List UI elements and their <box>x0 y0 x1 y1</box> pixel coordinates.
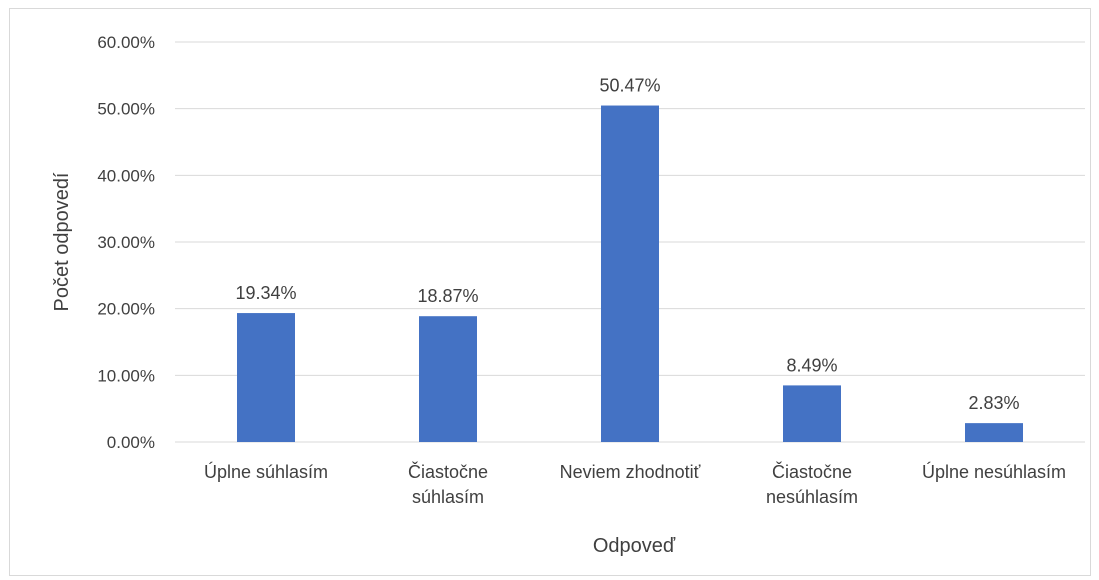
x-category-label: Čiastočne <box>408 461 488 482</box>
bar <box>965 423 1023 442</box>
bar <box>783 385 841 442</box>
data-labels: 19.34% 18.87% 50.47% 8.49% 2.83% <box>235 76 1019 414</box>
x-category-label: Neviem zhodnotiť <box>560 462 701 482</box>
y-tick-label: 40.00% <box>97 166 155 185</box>
bars <box>237 105 1023 443</box>
y-tick-label: 10.00% <box>97 366 155 385</box>
y-tick-label: 30.00% <box>97 233 155 252</box>
bar <box>419 316 477 442</box>
x-axis-categories: Úplne súhlasím Čiastočne súhlasím Neviem zh… <box>204 461 1066 507</box>
data-label: 19.34% <box>235 283 296 303</box>
chart-frame <box>9 8 1091 576</box>
y-tick-label: 20.00% <box>97 300 155 319</box>
bar <box>237 313 295 442</box>
x-category-label: súhlasím <box>412 487 484 507</box>
x-category-label: Čiastočne <box>772 461 852 482</box>
data-label: 8.49% <box>786 355 837 375</box>
y-axis-ticks: 0.00% 10.00% 20.00% 30.00% 40.00% 50.00% 60.00… <box>97 33 155 452</box>
y-tick-label: 0.00% <box>107 433 155 452</box>
x-category-label: Úplne súhlasím <box>204 461 328 482</box>
y-tick-label: 50.00% <box>97 100 155 119</box>
y-axis-title: Počet odpovedí <box>51 172 73 311</box>
x-category-label: nesúhlasím <box>766 487 858 507</box>
x-category-label: Úplne nesúhlasím <box>922 461 1066 482</box>
data-label: 18.87% <box>417 286 478 306</box>
x-axis-title: Odpoveď <box>593 535 676 557</box>
data-label: 50.47% <box>599 76 660 96</box>
bar <box>601 105 659 443</box>
y-tick-label: 60.00% <box>97 33 155 52</box>
data-label: 2.83% <box>968 393 1019 413</box>
